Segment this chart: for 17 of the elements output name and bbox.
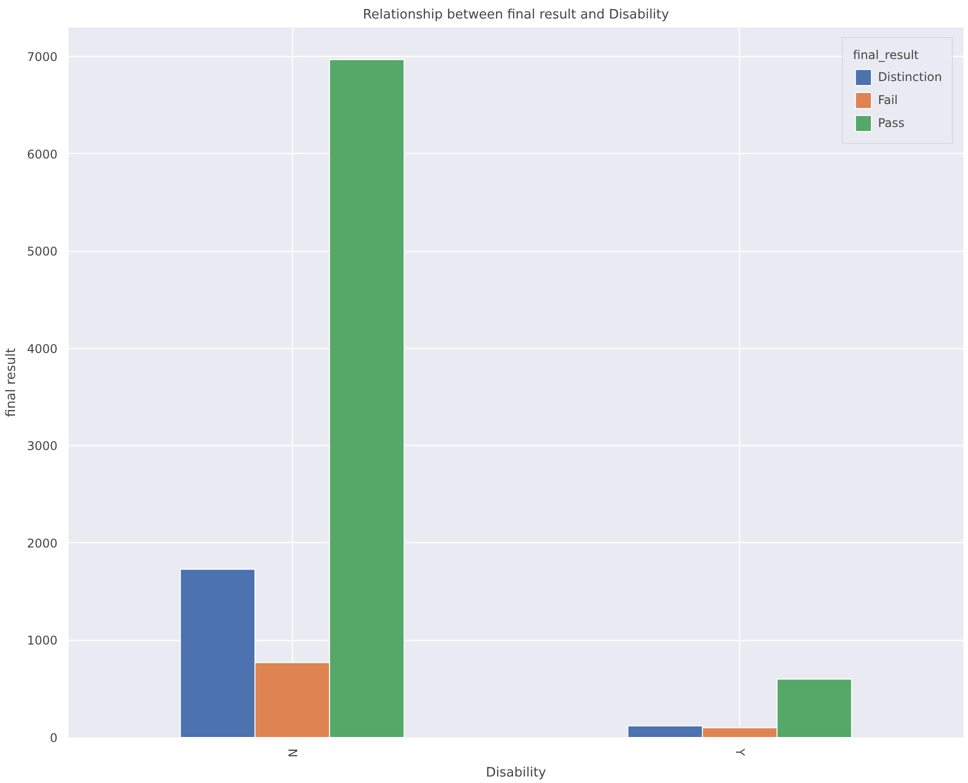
y-tick-label: 2000 (26, 536, 58, 550)
y-axis-title: final result (4, 348, 19, 417)
legend-label: Fail (878, 93, 898, 107)
x-tick-label: Y (732, 748, 747, 756)
legend-label: Pass (878, 116, 904, 130)
y-tick-label: 4000 (26, 342, 58, 356)
legend-label: Distinction (878, 70, 942, 84)
y-tick-label: 6000 (26, 147, 58, 162)
y-tick-label: 1000 (26, 634, 58, 648)
y-tick-label: 3000 (26, 439, 58, 454)
legend-title: final_result (852, 48, 920, 62)
y-tick-label: 0 (50, 731, 58, 745)
x-axis-title: Disability (486, 765, 546, 780)
y-tick-label: 7000 (26, 50, 58, 64)
chart-title: Relationship between final result and Disability (362, 8, 670, 22)
y-tick-label: 5000 (26, 244, 58, 259)
x-tick-label: N (285, 748, 300, 758)
